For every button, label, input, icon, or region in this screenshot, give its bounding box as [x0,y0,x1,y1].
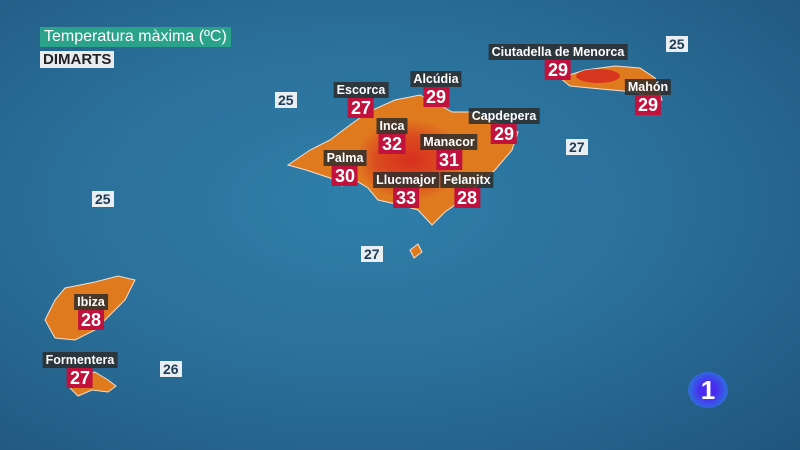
city-name: Formentera [42,352,118,368]
city-felanitx: Felanitx 28 [440,172,494,208]
cabrera [409,243,423,259]
city-temp: 27 [347,98,375,118]
city-name: Capdepera [468,108,540,124]
sea-temp: 26 [160,361,182,377]
city-name: Alcúdia [410,71,462,87]
city-capdepera: Capdepera 29 [468,108,540,144]
city-temp: 27 [66,368,94,388]
city-name: Palma [323,150,367,166]
city-temp: 28 [77,310,105,330]
menorca-heat [576,69,620,83]
city-ibiza: Ibiza 28 [74,294,108,330]
city-ciutadella: Ciutadella de Menorca 29 [488,44,628,80]
map-title: Temperatura màxima (ºC) [40,27,231,47]
city-temp: 33 [392,188,420,208]
city-name: Ibiza [74,294,108,310]
city-temp: 28 [453,188,481,208]
city-name: Felanitx [440,172,494,188]
city-mahon: Mahón 29 [624,79,672,115]
city-temp: 29 [634,95,662,115]
city-name: Llucmajor [373,172,439,188]
day-label: DIMARTS [40,51,115,68]
city-llucmajor: Llucmajor 33 [373,172,439,208]
sea-temp: 25 [92,191,114,207]
city-escorca: Escorca 27 [333,82,389,118]
city-name: Escorca [333,82,389,98]
city-manacor: Manacor 31 [420,134,478,170]
city-name: Manacor [420,134,478,150]
sea-temp: 27 [361,246,383,262]
city-temp: 31 [435,150,463,170]
city-temp: 29 [422,87,450,107]
city-formentera: Formentera 27 [42,352,118,388]
tve-la1-logo: 1 [688,372,728,408]
city-name: Mahón [624,79,672,95]
city-temp: 30 [331,166,359,186]
sea-temp: 25 [666,36,688,52]
city-temp: 32 [378,134,406,154]
city-temp: 29 [490,124,518,144]
city-name: Ciutadella de Menorca [488,44,628,60]
city-name: Inca [376,118,408,134]
city-alcudia: Alcúdia 29 [410,71,462,107]
sea-temp: 25 [275,92,297,108]
city-palma: Palma 30 [323,150,367,186]
city-temp: 29 [544,60,572,80]
city-inca: Inca 32 [376,118,408,154]
sea-temp: 27 [566,139,588,155]
